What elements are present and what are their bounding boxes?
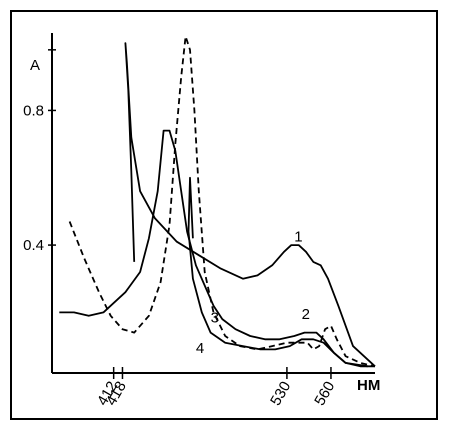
x-axis-unit-label: HM — [357, 377, 380, 394]
series-line-3 — [187, 176, 368, 368]
series-label-1: 1 — [294, 229, 302, 246]
series-label-3: 3 — [211, 310, 219, 327]
series-line-2 — [59, 129, 375, 368]
series-line-4 — [68, 35, 376, 368]
y-axis-label: A — [30, 57, 40, 74]
series-lines: 1 2 34 — [59, 35, 376, 368]
series-label-2: 2 — [302, 306, 310, 323]
series-line-1 — [124, 42, 376, 367]
x-tick-label: 530 — [267, 379, 294, 409]
axes — [51, 33, 375, 374]
text-labels: A HM — [30, 57, 380, 394]
series-label-4: 4 — [196, 340, 204, 357]
y-tick-label: 0.4 — [23, 237, 44, 254]
x-tick-label: 560 — [311, 379, 338, 409]
chart-frame — [10, 10, 438, 420]
y-tick-label: 0.8 — [23, 102, 44, 119]
